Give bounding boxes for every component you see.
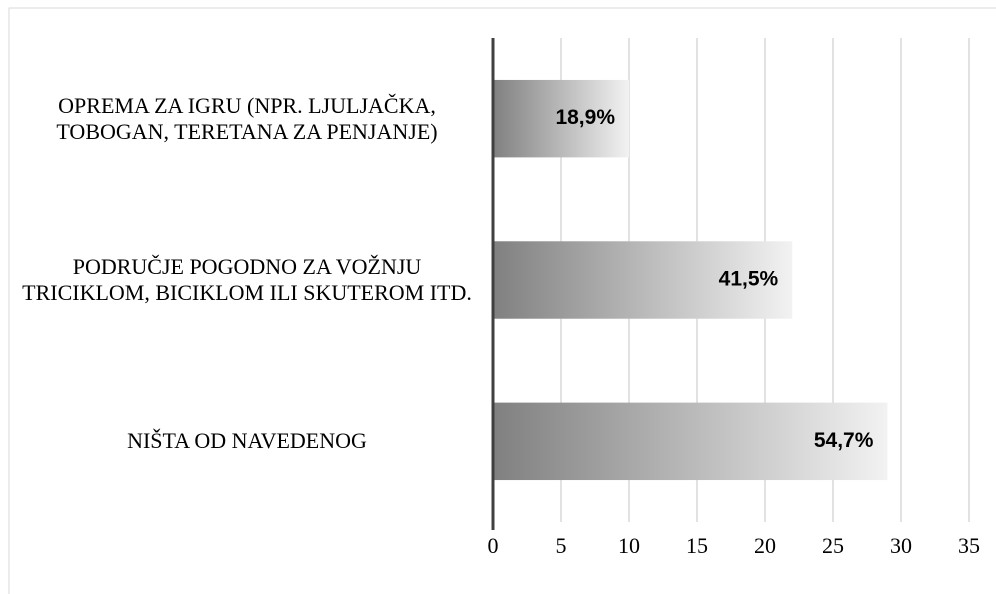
x-tick-label: 25 — [822, 533, 844, 558]
value-label: 41,5% — [719, 268, 779, 291]
value-label: 54,7% — [814, 429, 874, 452]
category-label: PODRUČJE POGODNO ZA VOŽNJU TRICIKLOM, BI… — [22, 254, 472, 305]
x-tick-label: 5 — [556, 533, 567, 558]
x-tick-label: 30 — [890, 533, 912, 558]
category-label: NIŠTA OD NAVEDENOG — [127, 428, 367, 454]
x-tick-label: 15 — [686, 533, 708, 558]
value-label: 18,9% — [555, 106, 615, 129]
bar — [493, 241, 793, 319]
x-tick-label: 20 — [754, 533, 776, 558]
bar — [493, 402, 888, 481]
category-label: OPREMA ZA IGRU (NPR. LJULJAČKA, TOBOGAN,… — [56, 92, 438, 144]
x-tick-label: 10 — [618, 533, 640, 558]
chart-border — [8, 7, 996, 594]
x-tick-label: 0 — [488, 533, 499, 558]
x-tick-label: 35 — [958, 533, 980, 558]
bar — [493, 79, 629, 158]
